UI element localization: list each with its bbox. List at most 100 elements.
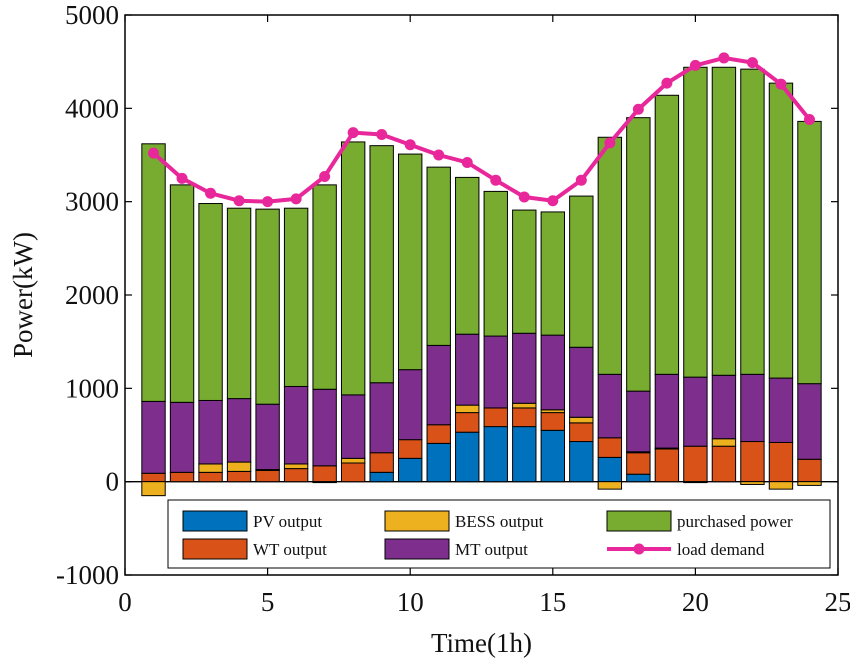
bar-purchased-power-t3 bbox=[198, 203, 223, 401]
bar-purchased-power-t18 bbox=[626, 117, 651, 392]
load-demand-point-t19 bbox=[661, 77, 673, 89]
bar-bess-output-t14 bbox=[512, 402, 537, 409]
bar-mt-output-t14 bbox=[512, 332, 537, 404]
bar-mt-output-t21 bbox=[711, 374, 737, 440]
bar-pv-output-t17 bbox=[597, 456, 623, 483]
bar-pv-output-t13 bbox=[483, 426, 508, 483]
bar-purchased-power-t21 bbox=[711, 66, 737, 376]
bar-wt-output-t23 bbox=[768, 441, 794, 483]
bar-wt-output-t15 bbox=[540, 412, 565, 431]
load-demand-point-t22 bbox=[746, 57, 758, 69]
bar-purchased-power-t5 bbox=[255, 208, 280, 405]
load-demand-point-t2 bbox=[176, 172, 188, 184]
legend-label-mt-output: MT output bbox=[455, 540, 528, 559]
bar-wt-output-t6 bbox=[283, 468, 309, 483]
bar-wt-output-t7 bbox=[312, 465, 337, 483]
load-demand-point-t8 bbox=[347, 127, 359, 139]
bar-purchased-power-t7 bbox=[312, 184, 337, 390]
bar-mt-output-t12 bbox=[455, 333, 480, 406]
bar-mt-output-t8 bbox=[340, 394, 366, 459]
bar-purchased-power-t15 bbox=[540, 211, 565, 336]
bar-wt-output-t19 bbox=[654, 448, 680, 483]
bar-bess-output-t6 bbox=[283, 463, 309, 470]
bar-purchased-power-t4 bbox=[226, 207, 252, 400]
x-tick-label: 5 bbox=[261, 587, 275, 617]
bar-purchased-power-t1 bbox=[141, 143, 166, 402]
legend-swatch-pv-output bbox=[182, 510, 248, 532]
legend-label-purchased-power: purchased power bbox=[677, 512, 793, 531]
bar-mt-output-t18 bbox=[626, 390, 651, 453]
load-demand-point-t20 bbox=[689, 59, 701, 71]
bar-wt-output-t9 bbox=[369, 452, 394, 473]
x-tick-label: 20 bbox=[682, 587, 709, 617]
legend-label-wt-output: WT output bbox=[253, 540, 327, 559]
load-demand-point-t21 bbox=[718, 52, 730, 64]
y-tick-label: 2000 bbox=[65, 280, 119, 310]
bar-mt-output-t20 bbox=[683, 376, 708, 447]
bar-pv-output-t10 bbox=[398, 457, 423, 483]
bar-purchased-power-t11 bbox=[426, 166, 451, 346]
bar-mt-output-t15 bbox=[540, 334, 565, 411]
load-demand-point-t17 bbox=[604, 137, 616, 149]
x-tick-label: 15 bbox=[539, 587, 566, 617]
legend-swatch-bess-output bbox=[384, 510, 450, 532]
bar-pv-output-t11 bbox=[426, 442, 451, 483]
bar-bess-output-t17 bbox=[597, 481, 623, 490]
legend: PV output WT output BESS output MT output pu… bbox=[167, 499, 831, 569]
legend-marker-load-demand bbox=[633, 543, 645, 555]
bar-wt-output-t21 bbox=[711, 445, 737, 483]
bar-pv-output-t15 bbox=[540, 429, 565, 483]
legend-label-pv-output: PV output bbox=[253, 512, 322, 531]
bar-wt-output-t11 bbox=[426, 424, 451, 444]
load-demand-point-t3 bbox=[205, 187, 217, 199]
x-tick-label: 10 bbox=[397, 587, 424, 617]
bar-bess-output-t21 bbox=[711, 438, 737, 447]
bar-mt-output-t7 bbox=[312, 388, 337, 467]
bar-purchased-power-t16 bbox=[569, 195, 594, 348]
bar-bess-output-t3 bbox=[198, 463, 223, 473]
bar-bess-output-t24 bbox=[797, 481, 822, 486]
bar-purchased-power-t9 bbox=[369, 145, 394, 384]
load-demand-point-t9 bbox=[376, 128, 388, 140]
bar-pv-output-t9 bbox=[369, 471, 394, 483]
bar-wt-output-t13 bbox=[483, 407, 508, 428]
load-demand-point-t1 bbox=[148, 147, 160, 159]
bar-wt-output-t24 bbox=[797, 458, 822, 483]
bar-mt-output-t4 bbox=[226, 398, 252, 463]
bar-wt-output-t18 bbox=[626, 452, 651, 475]
bar-pv-output-t12 bbox=[455, 431, 480, 483]
legend-swatch-wt-output bbox=[182, 538, 248, 560]
load-demand-point-t12 bbox=[461, 156, 473, 168]
load-demand-point-t5 bbox=[262, 196, 274, 208]
bar-purchased-power-t8 bbox=[340, 141, 366, 396]
bar-purchased-power-t13 bbox=[483, 190, 508, 337]
legend-box bbox=[167, 499, 831, 569]
y-tick-label: 3000 bbox=[65, 187, 119, 217]
bar-wt-output-t22 bbox=[740, 441, 765, 483]
load-demand-point-t14 bbox=[518, 191, 530, 203]
bar-bess-output-t7 bbox=[312, 481, 337, 484]
bar-mt-output-t11 bbox=[426, 344, 451, 426]
y-axis-title: Power(kW) bbox=[8, 232, 38, 358]
bar-wt-output-t2 bbox=[169, 471, 195, 483]
legend-label-bess-output: BESS output bbox=[455, 512, 544, 531]
bar-wt-output-t1 bbox=[141, 472, 166, 483]
bar-purchased-power-t10 bbox=[398, 153, 423, 371]
load-demand-point-t18 bbox=[632, 103, 644, 115]
bar-mt-output-t22 bbox=[740, 373, 765, 443]
bar-bess-output-t16 bbox=[569, 416, 594, 424]
y-tick-label: 4000 bbox=[65, 93, 119, 123]
y-tick-label: 5000 bbox=[65, 0, 119, 30]
bar-purchased-power-t22 bbox=[740, 68, 765, 375]
bar-mt-output-t23 bbox=[768, 377, 794, 443]
y-tick-label: 0 bbox=[106, 467, 120, 497]
load-demand-point-t23 bbox=[775, 78, 787, 90]
bar-purchased-power-t23 bbox=[768, 82, 794, 379]
bar-purchased-power-t12 bbox=[455, 176, 480, 335]
bar-mt-output-t17 bbox=[597, 373, 623, 439]
x-tick-label: 25 bbox=[825, 587, 850, 617]
bar-purchased-power-t14 bbox=[512, 209, 537, 334]
bar-wt-output-t5 bbox=[255, 469, 280, 483]
legend-label-load-demand: load demand bbox=[677, 540, 765, 559]
bar-wt-output-t14 bbox=[512, 407, 537, 428]
